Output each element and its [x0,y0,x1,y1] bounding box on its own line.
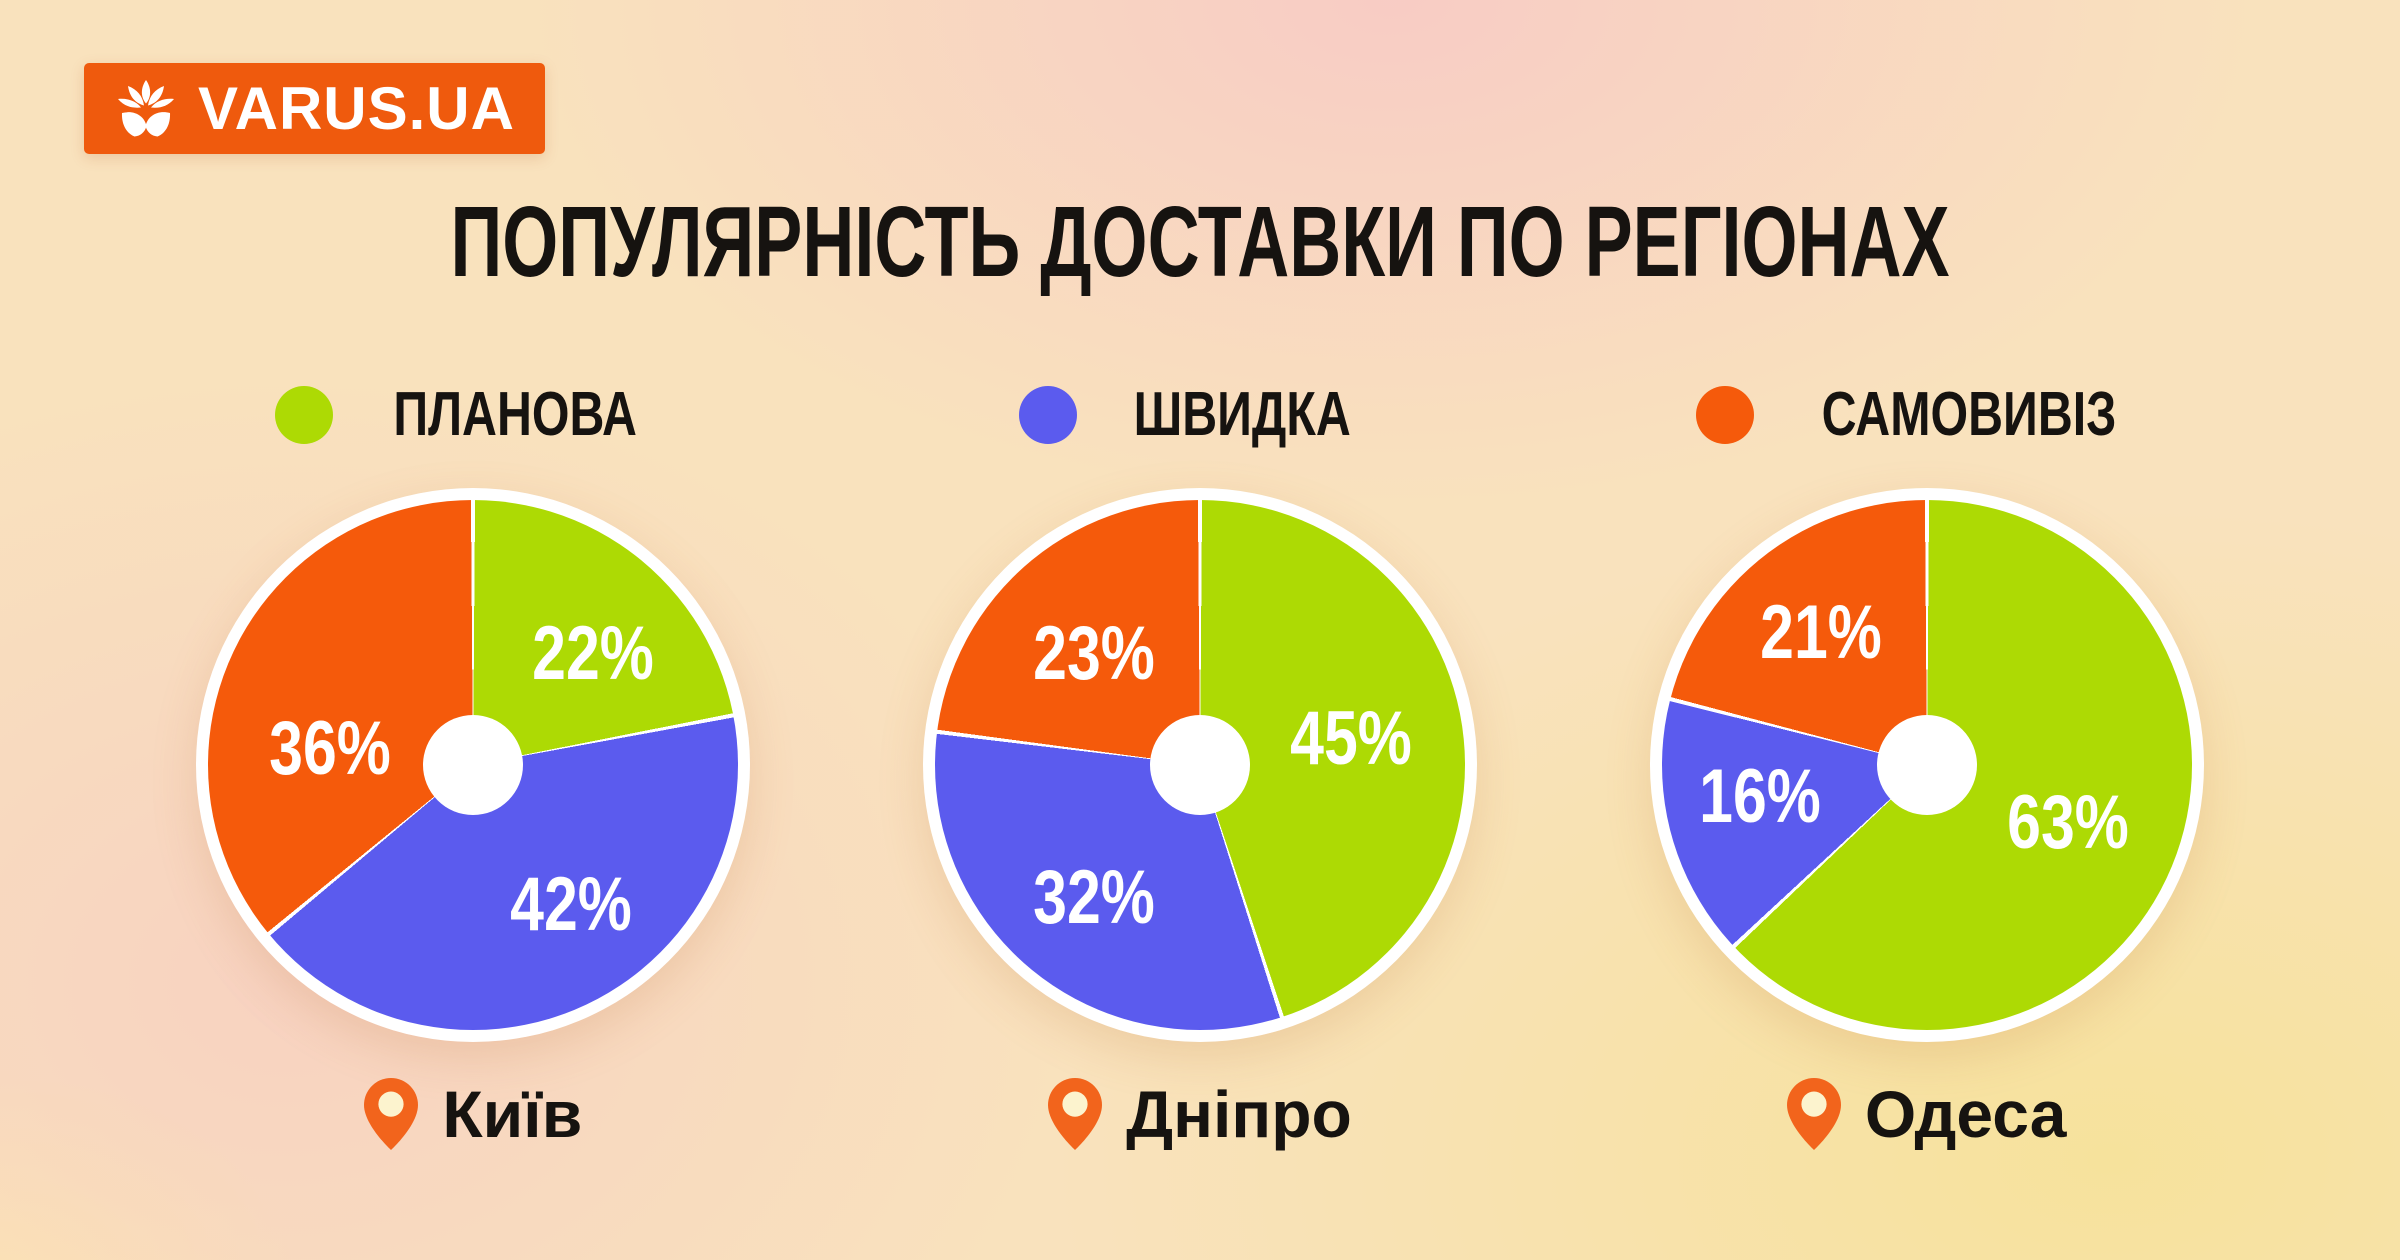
city-name: Одеса [1864,1077,2067,1151]
location-pin-icon [1048,1078,1103,1150]
legend-item-planova: ПЛАНОВА [275,384,671,446]
varus-logo: VARUS.UA [84,63,545,154]
legend-item-shvydka: ШВИДКА [1018,380,1381,449]
legend-label: ПЛАНОВА [393,380,638,449]
legend-dot-green-icon [275,386,334,444]
pie-slice-value: 22% [531,610,654,696]
legend-dot-orange-icon [1695,386,1754,444]
legend-dot-blue-icon [1018,386,1077,444]
pie-odesa-slices: 63% 16% 21% [1661,500,2192,1030]
pie-slice-value: 23% [1033,610,1155,696]
pie-slice-value: 32% [1033,854,1155,940]
varus-flower-icon [118,79,175,136]
legend: ПЛАНОВА ШВИДКА САМОВИВІЗ [110,384,2290,446]
location-pin-icon [1786,1078,1841,1150]
city-name: Дніпро [1126,1077,1352,1151]
page-title: ПОПУЛЯРНІСТЬ ДОСТАВКИ ПО РЕГІОНАХ [450,186,1950,298]
pie-chart-kyiv: 22% 42% 36% [196,488,751,1042]
pie-chart-dnipro: 45% 32% 23% [922,488,1477,1042]
pie-charts: 22% 42% 36% 45% 32% 23% 63% 16% 21% [110,488,2290,1042]
logo-text: VARUS.UA [198,74,515,142]
city-item-odesa: Одеса [1786,1077,2067,1151]
pie-chart-odesa: 63% 16% 21% [1649,488,2204,1042]
city-name: Київ [442,1077,583,1151]
pie-slice-value: 45% [1290,695,1412,781]
legend-label: САМОВИВІЗ [1821,380,2117,449]
pie-slice-value: 16% [1698,753,1821,839]
pie-slice-value: 63% [2006,780,2129,866]
pie-dnipro-slices: 45% 32% 23% [934,500,1465,1030]
city-item-kyiv: Київ [364,1078,582,1150]
city-labels: Київ Дніпро Одеса [110,1078,2290,1150]
pie-slice-value: 36% [269,706,392,792]
location-pin-icon [364,1078,419,1150]
pie-kyiv-slices: 22% 42% 36% [208,500,739,1030]
pie-slice-value: 42% [510,862,633,948]
title-row: ПОПУЛЯРНІСТЬ ДОСТАВКИ ПО РЕГІОНАХ [0,190,2400,294]
legend-label: ШВИДКА [1133,380,1351,449]
legend-item-samovyviz: САМОВИВІЗ [1695,380,2158,449]
city-item-dnipro: Дніпро [1048,1078,1352,1150]
pie-slice-value: 21% [1759,589,1882,675]
